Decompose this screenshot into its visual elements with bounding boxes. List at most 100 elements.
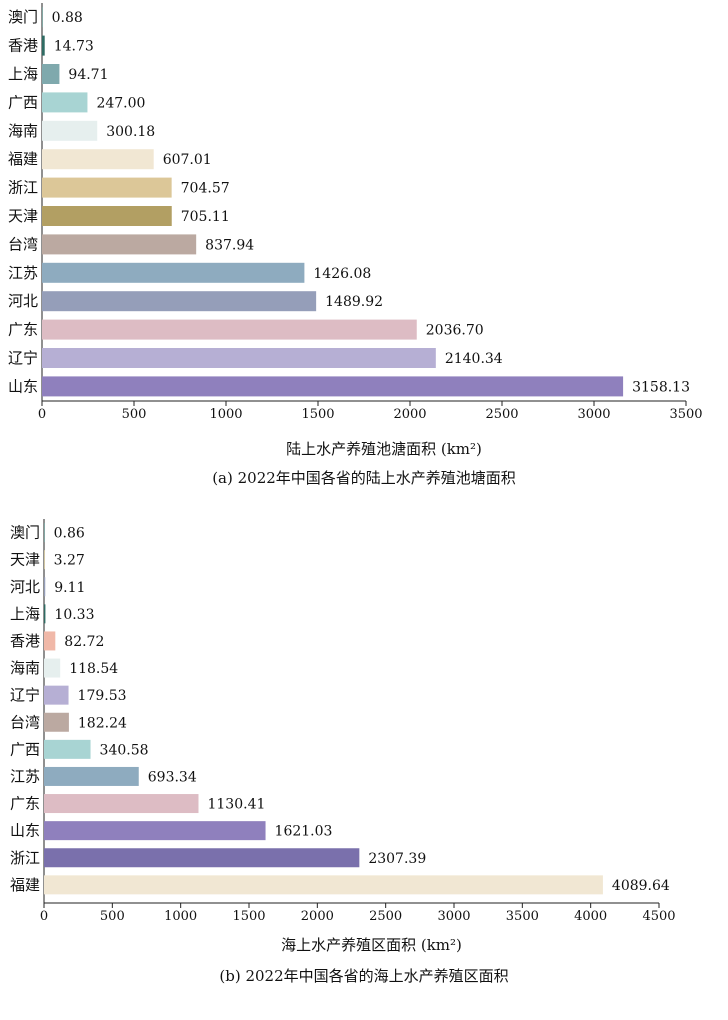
category-label: 澳门 bbox=[8, 8, 38, 26]
bar bbox=[44, 658, 61, 678]
bar bbox=[42, 291, 317, 312]
bar bbox=[42, 376, 624, 397]
x-tick-label: 3500 bbox=[506, 909, 539, 924]
value-label: 0.86 bbox=[54, 526, 85, 542]
category-label: 河北 bbox=[8, 292, 38, 310]
value-label: 247.00 bbox=[96, 95, 145, 111]
bar bbox=[42, 7, 43, 28]
value-label: 2036.70 bbox=[426, 323, 484, 339]
bar bbox=[44, 577, 46, 597]
category-label: 河北 bbox=[10, 578, 40, 596]
bar bbox=[42, 120, 98, 141]
bar bbox=[42, 262, 305, 283]
x-tick-label: 1000 bbox=[164, 909, 197, 924]
x-tick-label: 0 bbox=[40, 909, 48, 924]
category-label: 山东 bbox=[8, 377, 38, 395]
bar bbox=[44, 631, 56, 651]
bar bbox=[44, 604, 46, 624]
value-label: 2140.34 bbox=[445, 351, 503, 367]
bar bbox=[44, 739, 91, 759]
x-tick-label: 3000 bbox=[577, 407, 610, 422]
value-label: 14.73 bbox=[54, 39, 94, 55]
value-label: 179.53 bbox=[78, 688, 127, 704]
bar bbox=[44, 550, 45, 570]
bar bbox=[42, 149, 154, 170]
chart-panel-a: 澳门 0.88 香港 14.73 上海 94.71 广西 247.00 海南 300.18 福建 60… bbox=[8, 3, 703, 487]
bar bbox=[42, 319, 417, 340]
category-label: 上海 bbox=[8, 65, 38, 83]
x-tick-label: 500 bbox=[100, 909, 125, 924]
category-label: 辽宁 bbox=[10, 686, 40, 704]
x-tick-label: 500 bbox=[122, 407, 147, 422]
x-tick-label: 4000 bbox=[574, 909, 607, 924]
bar bbox=[42, 35, 45, 56]
x-tick-label: 1500 bbox=[232, 909, 265, 924]
bar bbox=[44, 794, 199, 814]
value-label: 10.33 bbox=[54, 607, 94, 623]
chart-panel-b: 澳门 0.86 天津 3.27 河北 9.11 上海 10.33 香港 82.72 海南 118.54… bbox=[10, 519, 676, 985]
category-label: 台湾 bbox=[8, 235, 38, 253]
value-label: 1130.41 bbox=[207, 797, 265, 813]
bar bbox=[42, 206, 172, 226]
value-label: 1621.03 bbox=[275, 824, 333, 840]
category-label: 海南 bbox=[10, 659, 40, 677]
category-label: 浙江 bbox=[10, 849, 40, 867]
value-label: 340.58 bbox=[100, 742, 149, 758]
x-tick-label: 3500 bbox=[669, 407, 702, 422]
bar bbox=[42, 234, 197, 255]
x-tick-label: 2000 bbox=[393, 407, 426, 422]
x-tick-label: 3000 bbox=[437, 909, 470, 924]
value-label: 9.11 bbox=[54, 580, 85, 596]
bar bbox=[44, 766, 139, 786]
x-tick-label: 1000 bbox=[209, 407, 242, 422]
category-label: 台湾 bbox=[10, 713, 40, 731]
category-label: 广西 bbox=[8, 93, 38, 111]
figure-caption: (b) 2022年中国各省的海上水产养殖区面积 bbox=[219, 967, 508, 985]
category-label: 广西 bbox=[10, 740, 40, 758]
value-label: 704.57 bbox=[181, 181, 230, 197]
value-label: 693.34 bbox=[148, 769, 197, 785]
x-axis-title: 陆上水产养殖池溏面积 (km²) bbox=[286, 440, 482, 458]
category-label: 浙江 bbox=[8, 179, 38, 197]
value-label: 2307.39 bbox=[368, 851, 426, 867]
bar bbox=[44, 875, 603, 895]
value-label: 3158.13 bbox=[632, 379, 690, 395]
value-label: 1489.92 bbox=[325, 294, 383, 310]
value-label: 837.94 bbox=[205, 237, 254, 253]
value-label: 1426.08 bbox=[313, 266, 371, 282]
category-label: 海南 bbox=[8, 122, 38, 140]
bar bbox=[44, 712, 69, 732]
x-tick-label: 2000 bbox=[301, 909, 334, 924]
bar bbox=[42, 92, 88, 113]
value-label: 182.24 bbox=[78, 715, 127, 731]
bar bbox=[44, 848, 360, 868]
value-label: 118.54 bbox=[69, 661, 118, 677]
x-tick-label: 2500 bbox=[369, 909, 402, 924]
x-tick-label: 0 bbox=[38, 407, 46, 422]
x-axis-title: 海上水产养殖区面积 (km²) bbox=[281, 936, 462, 954]
category-label: 江苏 bbox=[10, 767, 40, 785]
bar bbox=[42, 64, 60, 84]
value-label: 300.18 bbox=[106, 124, 155, 140]
category-label: 广东 bbox=[8, 321, 38, 339]
bar bbox=[44, 523, 45, 543]
figure-caption: (a) 2022年中国各省的陆上水产养殖池塘面积 bbox=[212, 469, 516, 487]
category-label: 辽宁 bbox=[8, 349, 38, 367]
bar bbox=[42, 177, 172, 198]
category-label: 澳门 bbox=[10, 524, 40, 542]
value-label: 607.01 bbox=[163, 152, 212, 168]
value-label: 82.72 bbox=[64, 634, 104, 650]
value-label: 0.88 bbox=[52, 10, 83, 26]
category-label: 福建 bbox=[10, 876, 40, 894]
category-label: 山东 bbox=[10, 822, 40, 840]
category-label: 江苏 bbox=[8, 264, 38, 282]
category-label: 福建 bbox=[8, 150, 38, 168]
category-label: 天津 bbox=[8, 207, 38, 225]
x-tick-label: 2500 bbox=[485, 407, 518, 422]
x-tick-label: 1500 bbox=[301, 407, 334, 422]
category-label: 香港 bbox=[10, 632, 40, 650]
bar bbox=[44, 685, 69, 705]
category-label: 广东 bbox=[10, 795, 40, 813]
